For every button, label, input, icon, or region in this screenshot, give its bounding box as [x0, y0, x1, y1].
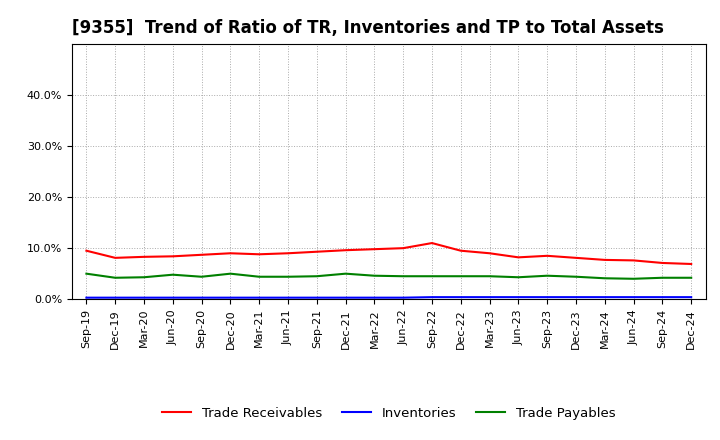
Inventories — [255, 295, 264, 301]
Trade Payables — [629, 276, 638, 282]
Trade Receivables — [168, 254, 177, 259]
Trade Receivables — [456, 248, 465, 253]
Inventories — [312, 295, 321, 301]
Trade Payables — [514, 275, 523, 280]
Trade Payables — [140, 275, 148, 280]
Trade Receivables — [312, 249, 321, 254]
Trade Payables — [226, 271, 235, 276]
Trade Payables — [370, 273, 379, 279]
Line: Inventories: Inventories — [86, 297, 691, 298]
Trade Receivables — [140, 254, 148, 260]
Trade Payables — [543, 273, 552, 279]
Trade Payables — [428, 274, 436, 279]
Trade Receivables — [687, 261, 696, 267]
Inventories — [629, 294, 638, 300]
Trade Payables — [600, 275, 609, 281]
Inventories — [111, 295, 120, 301]
Trade Payables — [485, 274, 494, 279]
Legend: Trade Receivables, Inventories, Trade Payables: Trade Receivables, Inventories, Trade Pa… — [157, 402, 621, 425]
Trade Receivables — [255, 252, 264, 257]
Inventories — [456, 294, 465, 300]
Inventories — [284, 295, 292, 301]
Trade Receivables — [284, 251, 292, 256]
Trade Receivables — [658, 260, 667, 266]
Trade Receivables — [629, 258, 638, 263]
Trade Payables — [111, 275, 120, 280]
Trade Receivables — [341, 248, 350, 253]
Trade Payables — [255, 274, 264, 279]
Inventories — [168, 295, 177, 301]
Trade Receivables — [514, 255, 523, 260]
Trade Payables — [572, 274, 580, 279]
Inventories — [514, 294, 523, 300]
Trade Payables — [658, 275, 667, 280]
Inventories — [82, 295, 91, 301]
Inventories — [197, 295, 206, 301]
Inventories — [226, 295, 235, 301]
Trade Receivables — [370, 246, 379, 252]
Inventories — [687, 294, 696, 300]
Inventories — [370, 295, 379, 301]
Line: Trade Receivables: Trade Receivables — [86, 243, 691, 264]
Trade Receivables — [485, 251, 494, 256]
Trade Receivables — [111, 255, 120, 260]
Text: [9355]  Trend of Ratio of TR, Inventories and TP to Total Assets: [9355] Trend of Ratio of TR, Inventories… — [72, 19, 664, 37]
Trade Payables — [687, 275, 696, 280]
Trade Payables — [82, 271, 91, 276]
Inventories — [658, 294, 667, 300]
Trade Payables — [312, 274, 321, 279]
Inventories — [399, 295, 408, 301]
Trade Receivables — [543, 253, 552, 258]
Inventories — [600, 294, 609, 300]
Trade Payables — [284, 274, 292, 279]
Trade Receivables — [600, 257, 609, 263]
Inventories — [428, 294, 436, 300]
Trade Payables — [197, 274, 206, 279]
Trade Payables — [456, 274, 465, 279]
Trade Payables — [341, 271, 350, 276]
Trade Receivables — [572, 255, 580, 260]
Inventories — [140, 295, 148, 301]
Trade Receivables — [82, 248, 91, 253]
Line: Trade Payables: Trade Payables — [86, 274, 691, 279]
Inventories — [572, 294, 580, 300]
Inventories — [543, 294, 552, 300]
Inventories — [341, 295, 350, 301]
Trade Receivables — [428, 240, 436, 246]
Inventories — [485, 294, 494, 300]
Trade Receivables — [399, 246, 408, 251]
Trade Receivables — [197, 252, 206, 257]
Trade Payables — [168, 272, 177, 277]
Trade Payables — [399, 274, 408, 279]
Trade Receivables — [226, 251, 235, 256]
